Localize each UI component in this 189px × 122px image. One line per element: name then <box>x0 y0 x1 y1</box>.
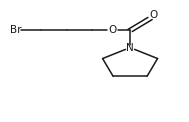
Text: O: O <box>149 10 158 20</box>
Text: N: N <box>126 43 134 53</box>
Text: O: O <box>108 25 116 36</box>
Text: Br: Br <box>10 25 21 36</box>
